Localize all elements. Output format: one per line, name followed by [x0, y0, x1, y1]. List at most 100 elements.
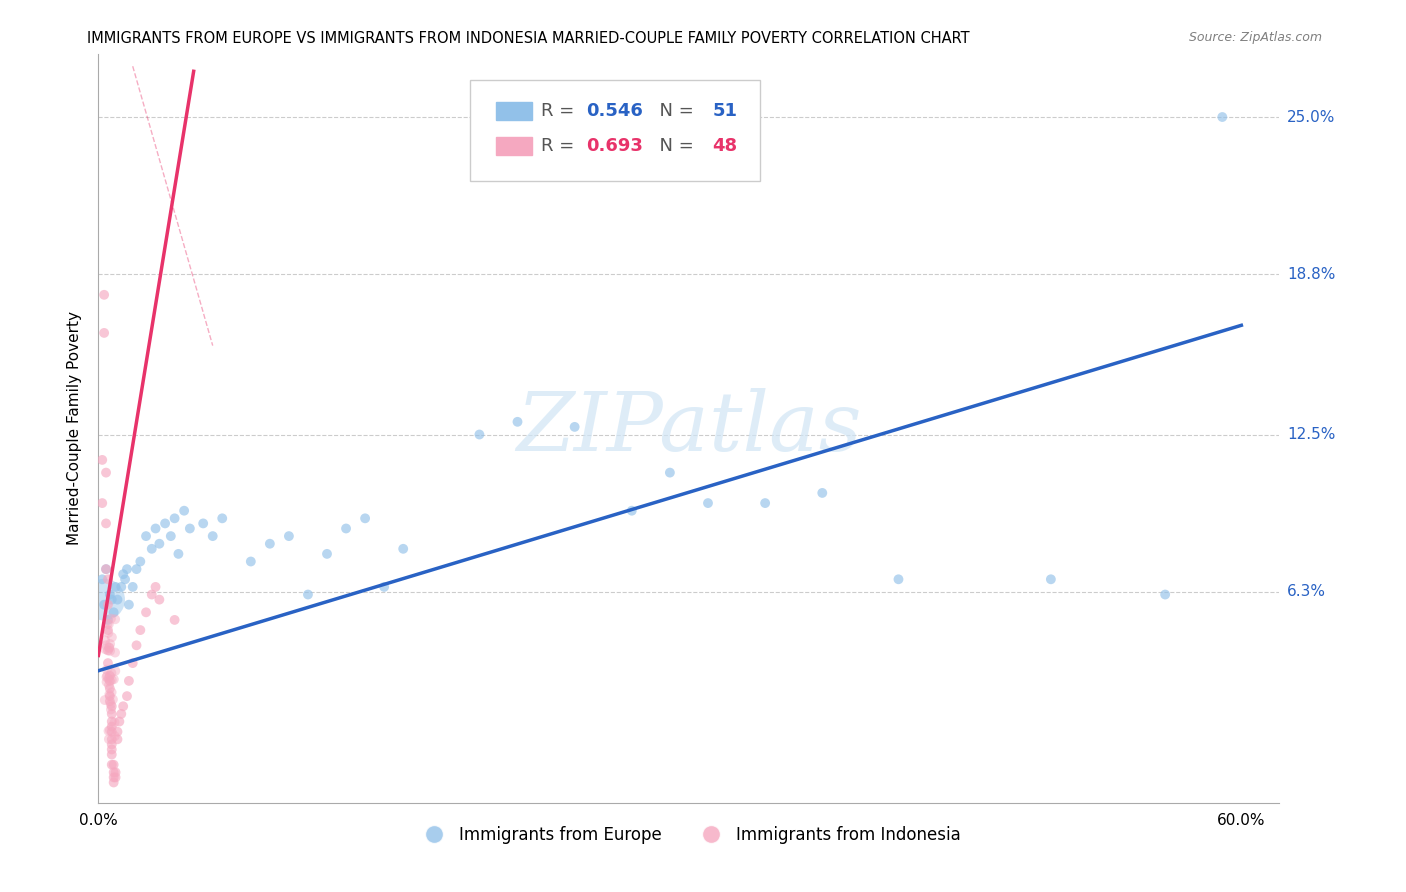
Point: [118, 598, 141, 612]
Text: 51: 51: [713, 103, 738, 120]
Point: [98, 644, 121, 658]
Point: [135, 605, 157, 619]
Point: [97, 617, 120, 632]
Point: [259, 537, 281, 551]
Point: [620, 504, 643, 518]
Point: [101, 630, 124, 644]
Point: [697, 496, 720, 510]
Point: [159, 529, 181, 543]
Point: [97, 626, 120, 640]
Point: [94, 642, 117, 657]
Point: [94, 466, 117, 480]
Point: [811, 486, 834, 500]
Text: 18.8%: 18.8%: [1286, 267, 1336, 282]
Point: [96, 616, 118, 631]
Point: [141, 588, 163, 602]
Point: [97, 643, 120, 657]
Point: [135, 529, 157, 543]
Point: [373, 580, 395, 594]
Text: 48: 48: [713, 136, 738, 154]
Text: R =: R =: [541, 136, 581, 154]
Text: 0.693: 0.693: [586, 136, 643, 154]
Text: N =: N =: [648, 136, 699, 154]
Point: [97, 623, 120, 637]
Point: [91, 453, 114, 467]
Point: [100, 738, 122, 752]
Point: [100, 742, 122, 756]
Point: [93, 288, 115, 302]
Point: [100, 685, 122, 699]
Point: [101, 673, 124, 687]
Point: [94, 633, 117, 648]
Point: [96, 669, 118, 683]
Text: R =: R =: [541, 103, 581, 120]
Point: [110, 580, 132, 594]
Point: [96, 670, 118, 684]
Point: [103, 605, 125, 619]
Point: [173, 504, 195, 518]
Point: [564, 420, 586, 434]
Point: [96, 674, 118, 689]
Point: [506, 415, 529, 429]
Point: [104, 765, 127, 780]
Point: [125, 638, 148, 652]
Point: [121, 580, 143, 594]
Point: [103, 775, 125, 789]
Point: [211, 511, 233, 525]
Point: [179, 521, 201, 535]
Point: [125, 562, 148, 576]
Point: [98, 640, 121, 655]
Point: [1039, 572, 1062, 586]
Point: [468, 427, 491, 442]
Point: [167, 547, 190, 561]
Point: [101, 692, 124, 706]
Bar: [496, 136, 531, 154]
Text: IMMIGRANTS FROM EUROPE VS IMMIGRANTS FROM INDONESIA MARRIED-COUPLE FAMILY POVERT: IMMIGRANTS FROM EUROPE VS IMMIGRANTS FRO…: [87, 31, 970, 46]
Point: [97, 613, 120, 627]
Point: [114, 572, 136, 586]
Point: [239, 554, 262, 568]
Point: [104, 612, 127, 626]
Point: [104, 771, 127, 785]
Point: [100, 699, 122, 714]
Point: [100, 732, 122, 747]
Point: [107, 732, 129, 747]
Point: [103, 765, 125, 780]
Point: [103, 771, 125, 785]
Point: [94, 516, 117, 531]
Point: [110, 706, 132, 721]
Point: [112, 699, 135, 714]
Point: [97, 598, 120, 612]
Point: [129, 554, 152, 568]
Point: [145, 521, 167, 535]
Point: [153, 516, 176, 531]
Y-axis label: Married-Couple Family Poverty: Married-Couple Family Poverty: [66, 311, 82, 545]
Point: [93, 326, 115, 340]
Point: [107, 592, 129, 607]
Text: ZIPatlas: ZIPatlas: [516, 388, 862, 468]
Point: [354, 511, 377, 525]
Point: [94, 562, 117, 576]
Point: [118, 673, 141, 688]
Point: [316, 547, 339, 561]
Point: [98, 673, 121, 688]
Point: [100, 706, 122, 721]
Point: [98, 588, 121, 602]
Point: [115, 689, 138, 703]
Point: [754, 496, 776, 510]
Point: [100, 757, 122, 772]
Point: [392, 541, 415, 556]
Point: [96, 638, 118, 652]
Text: Source: ZipAtlas.com: Source: ZipAtlas.com: [1188, 31, 1322, 45]
Point: [100, 612, 122, 626]
Legend: Immigrants from Europe, Immigrants from Indonesia: Immigrants from Europe, Immigrants from …: [411, 820, 967, 851]
Point: [1154, 588, 1177, 602]
Point: [107, 724, 129, 739]
Point: [93, 693, 115, 707]
Point: [98, 694, 121, 708]
Point: [148, 592, 170, 607]
Point: [145, 580, 167, 594]
Point: [100, 720, 122, 734]
Point: [100, 665, 122, 680]
Point: [97, 572, 120, 586]
